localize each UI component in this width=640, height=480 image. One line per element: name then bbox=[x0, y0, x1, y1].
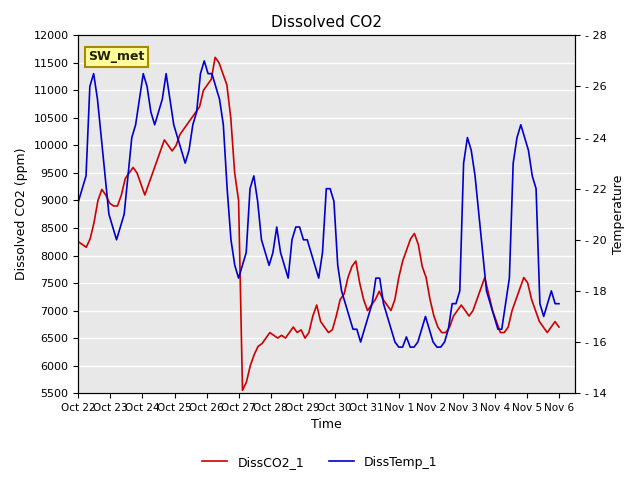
Title: Dissolved CO2: Dissolved CO2 bbox=[271, 15, 382, 30]
Text: SW_met: SW_met bbox=[88, 50, 145, 63]
X-axis label: Time: Time bbox=[311, 419, 342, 432]
Y-axis label: Dissolved CO2 (ppm): Dissolved CO2 (ppm) bbox=[15, 148, 28, 280]
Legend: DissCO2_1, DissTemp_1: DissCO2_1, DissTemp_1 bbox=[197, 451, 443, 474]
Y-axis label: Temperature: Temperature bbox=[612, 175, 625, 254]
